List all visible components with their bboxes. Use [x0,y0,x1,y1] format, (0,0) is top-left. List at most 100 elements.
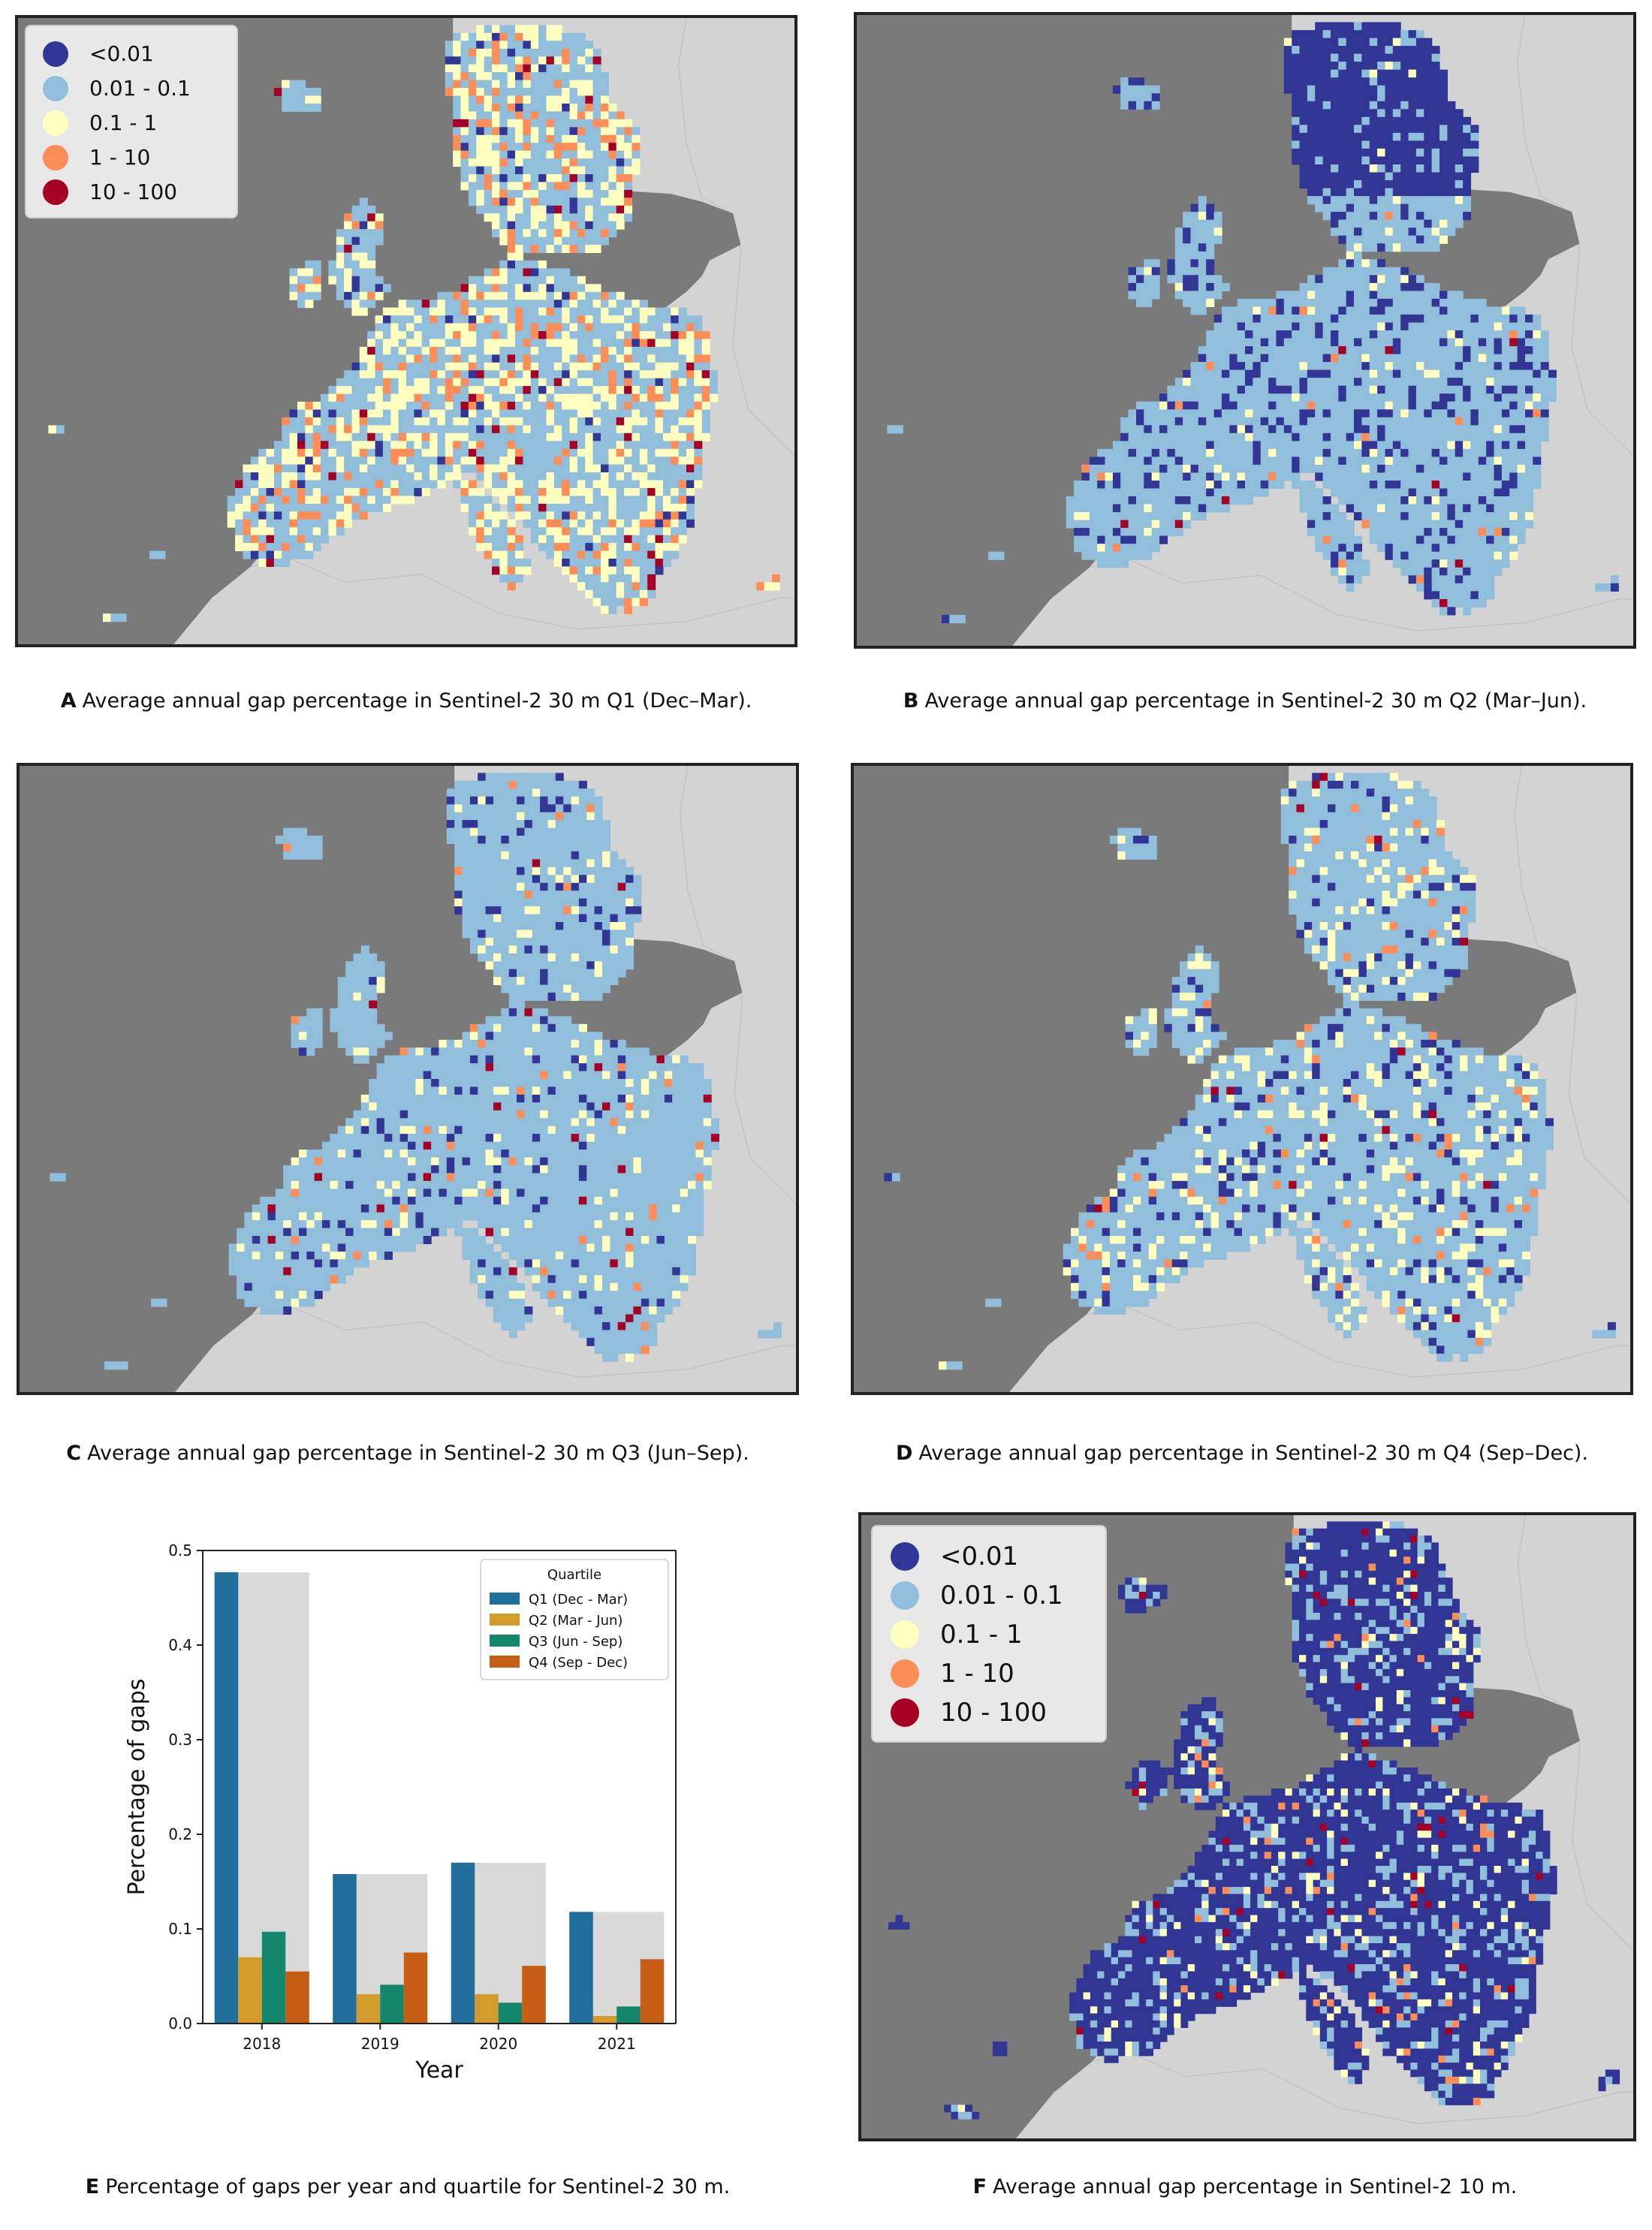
gap-cell [1501,559,1510,568]
gap-cell [1408,291,1417,300]
gap-cell [1509,378,1518,387]
gap-cell [476,417,485,426]
gap-cell [398,432,407,441]
gap-cell [1517,417,1526,426]
gap-cell [577,245,586,253]
gap-cell [1463,354,1472,363]
gap-cell [624,189,633,198]
gap-cell [540,773,549,782]
gap-cell [1408,164,1417,173]
gap-cell [1455,575,1464,584]
gap-cell [1066,496,1075,505]
gap-cell [1470,385,1479,394]
gap-cell [266,527,275,536]
gap-cell [499,111,508,120]
gap-cell [321,393,329,402]
gap-cell [421,488,430,496]
gap-cell [639,535,648,544]
gap-cell [1439,69,1448,78]
gap-cell [1206,425,1215,434]
gap-cell [1517,504,1526,513]
gap-cell [1299,504,1308,513]
gap-cell [344,417,353,426]
gap-cell [476,205,485,214]
gap-cell [1213,425,1222,434]
gap-cell [1501,401,1510,410]
gap-cell [421,323,430,332]
gap-cell [577,480,586,489]
gap-cell [1439,180,1448,189]
gap-cell [484,276,493,285]
gap-cell [1455,393,1464,402]
gap-cell [289,425,298,434]
gap-cell [1354,393,1362,402]
gap-cell [421,432,430,441]
gap-cell [1331,196,1339,205]
gap-cell [1533,481,1542,490]
gap-cell [1190,496,1199,505]
gap-cell [282,80,291,89]
gap-cell [1533,338,1542,347]
gap-cell [499,229,508,238]
gap-cell [1408,346,1417,355]
gap-cell [328,393,337,402]
gap-cell [359,268,368,277]
gap-cell [297,300,306,309]
gap-cell [592,331,601,339]
gap-cell [632,464,641,473]
gap-cell [1292,378,1301,387]
gap-cell [632,566,641,575]
gap-cell [336,245,345,253]
gap-cell [1431,132,1440,141]
gap-cell [1377,125,1386,134]
gap-cell [469,788,478,797]
gap-cell [616,535,625,544]
gap-cell [639,339,648,348]
gap-cell [359,448,368,457]
gap-cell [671,519,680,528]
gap-cell [460,95,469,104]
gap-cell [1455,551,1464,560]
gap-cell [616,393,625,402]
gap-cell [1424,425,1433,434]
gap-cell [1369,441,1378,450]
gap-cell [1074,512,1083,521]
gap-cell [515,300,523,309]
gap-cell [523,56,532,65]
gap-cell [1198,251,1207,260]
gap-cell [1455,567,1464,576]
gap-cell [608,354,617,363]
gap-cell [592,527,601,536]
gap-cell [562,488,571,496]
gap-cell [453,323,462,332]
gap-cell [476,472,485,481]
gap-cell [1322,401,1331,410]
gap-cell [1307,38,1316,47]
gap-cell [1346,330,1355,339]
gap-cell [1307,125,1316,134]
gap-cell [1120,472,1129,481]
gap-cell [1299,417,1308,426]
gap-cell [1463,575,1472,584]
gap-cell [678,315,687,324]
gap-cell [414,362,423,371]
gap-cell [577,189,586,198]
gap-cell [1151,267,1160,276]
gap-cell [1292,409,1301,418]
gap-cell [1377,259,1386,268]
gap-cell [1385,306,1394,315]
gap-cell [1237,378,1246,387]
gap-cell [616,362,625,371]
gap-cell [1517,338,1526,347]
gap-cell [647,409,656,418]
gap-cell [1112,551,1121,560]
gap-cell [375,378,384,387]
gap-cell [56,425,65,434]
gap-cell [1174,481,1183,490]
gap-cell [1283,378,1292,387]
gap-cell [1174,235,1183,244]
gap-cell [1369,259,1378,268]
gap-cell [507,56,516,65]
gap-cell [1431,69,1440,78]
gap-cell [585,143,594,152]
